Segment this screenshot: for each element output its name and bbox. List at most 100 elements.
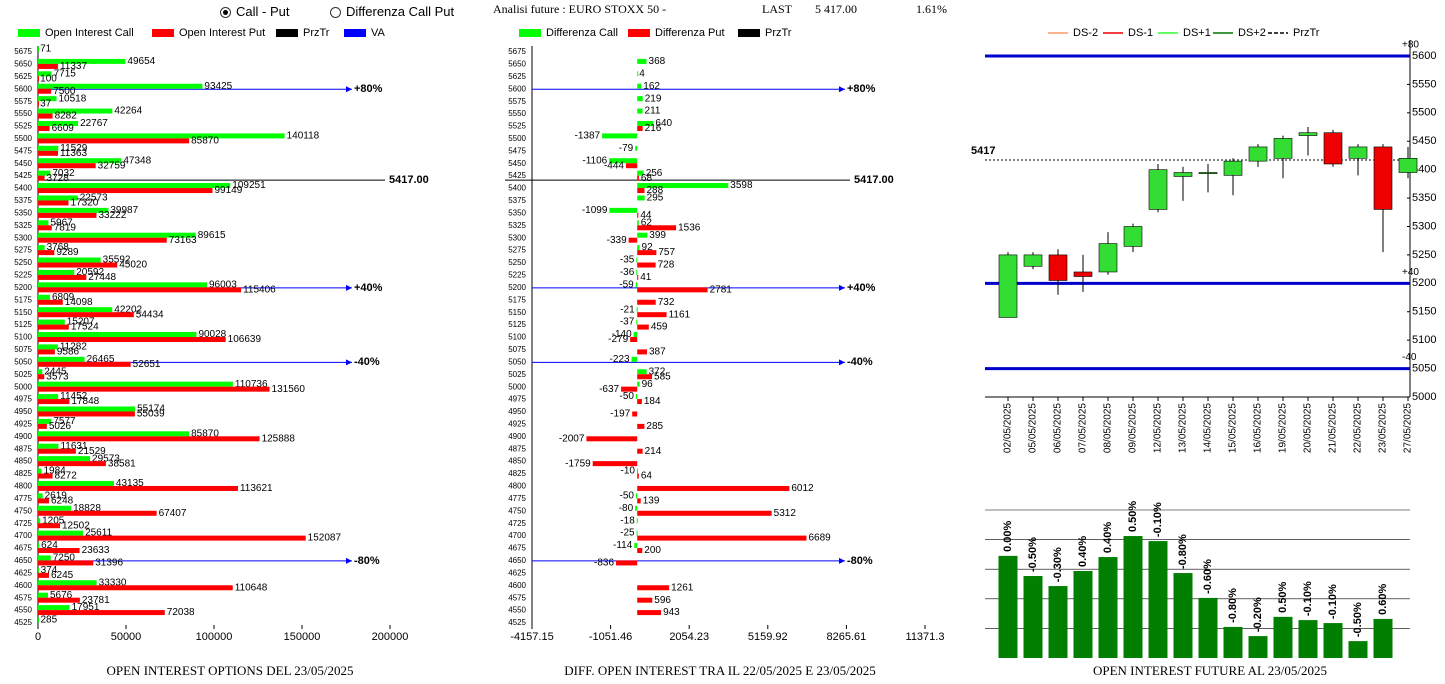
bar [38, 344, 58, 350]
bar [1323, 623, 1343, 658]
strike-label: 4850 [14, 457, 32, 466]
bar [637, 274, 639, 280]
strike-label: 4725 [508, 519, 526, 528]
bar [637, 175, 639, 181]
value-label: 1536 [678, 222, 701, 233]
radio-dot[interactable] [220, 7, 231, 18]
bar [592, 461, 638, 467]
bar [637, 83, 642, 89]
value-label: 3598 [730, 180, 753, 191]
strike-label: 5150 [14, 308, 32, 317]
value-label: 33222 [98, 210, 126, 221]
bar [1373, 618, 1393, 658]
strike-label: 5500 [14, 134, 32, 143]
candle-body [1098, 243, 1118, 273]
bar [38, 461, 106, 467]
strike-label: 4600 [14, 581, 32, 590]
bar [637, 381, 640, 387]
bar [38, 188, 213, 194]
legend-label: DS+2 [1238, 27, 1266, 39]
value-label: -836 [594, 558, 614, 569]
x-tick-label: 11371.3 [906, 631, 945, 643]
value-label: 90028 [198, 329, 226, 340]
y-tick-label: 5000 [1412, 391, 1436, 403]
value-label: 200 [644, 545, 661, 556]
bar [998, 555, 1018, 658]
strike-label: 5425 [508, 171, 526, 180]
bar [637, 369, 647, 375]
candle-body [1173, 172, 1193, 177]
radio-option[interactable]: Call - Put [220, 4, 289, 19]
bar [637, 245, 640, 251]
bar [637, 220, 639, 226]
price-label: 5417 [971, 145, 995, 157]
strike-label: 5025 [508, 370, 526, 379]
radio-label[interactable]: Differenza Call Put [346, 4, 455, 19]
legend-label: DS-2 [1073, 27, 1098, 39]
bar [38, 523, 61, 529]
chart-caption: OPEN INTEREST FUTURE AL 23/05/2025 [1093, 663, 1327, 678]
bar [637, 312, 667, 318]
bar [38, 418, 52, 424]
bar [1348, 641, 1368, 658]
value-label: 2781 [710, 284, 733, 295]
value-label: 33330 [99, 577, 127, 588]
strike-label: 5200 [14, 283, 32, 292]
y-tick-label: 5400 [1412, 164, 1436, 176]
bar [38, 431, 190, 437]
bar [38, 58, 126, 64]
y-tick-label: 5200 [1412, 277, 1436, 289]
strike-label: 5375 [508, 196, 526, 205]
change-label: -0.20% [1252, 597, 1264, 632]
value-label: 31396 [95, 558, 123, 569]
radio-dot[interactable] [330, 7, 341, 18]
value-label: 106639 [228, 334, 262, 345]
bar [38, 480, 114, 486]
candle-body [1198, 172, 1218, 174]
last-label: LAST [762, 2, 792, 16]
bar [637, 58, 647, 64]
bar [38, 399, 70, 405]
strike-label: 5325 [14, 221, 32, 230]
bar [38, 158, 122, 164]
value-label: 125888 [262, 433, 296, 444]
value-label: 35592 [103, 255, 131, 266]
value-label: 131560 [272, 384, 306, 395]
value-label: -223 [610, 354, 630, 365]
value-label: 6245 [51, 570, 74, 581]
value-label: 85870 [191, 428, 219, 439]
bar [633, 332, 638, 337]
value-label: 6689 [808, 533, 831, 544]
bar [637, 183, 729, 189]
strike-label: 5525 [14, 122, 32, 131]
value-label: 17524 [71, 322, 99, 333]
bar [632, 411, 638, 417]
bar [630, 337, 638, 342]
bar [637, 510, 772, 516]
strike-label: 5250 [508, 258, 526, 267]
bar [38, 448, 76, 454]
strike-label: 4625 [508, 568, 526, 577]
bar [636, 530, 638, 536]
strike-label: 4650 [508, 556, 526, 565]
legend-label: Differenza Call [546, 27, 618, 39]
bar [38, 232, 196, 238]
radio-option[interactable]: Differenza Call Put [330, 4, 454, 19]
bar [38, 175, 45, 181]
value-label: 100 [40, 73, 57, 84]
value-label: -279 [608, 334, 628, 345]
x-tick-label: 22/05/2025 [1353, 403, 1364, 453]
value-label: -37 [620, 317, 635, 328]
value-label: 41 [640, 272, 652, 283]
va-arrow [346, 557, 352, 564]
value-label: 285 [646, 421, 663, 432]
strike-label: 5575 [14, 97, 32, 106]
bar [636, 468, 638, 474]
change-label: -0.60% [1202, 559, 1214, 594]
value-label: 96003 [209, 279, 237, 290]
radio-label[interactable]: Call - Put [236, 4, 290, 19]
strike-label: 5375 [14, 196, 32, 205]
bar [637, 108, 643, 114]
value-label: 9586 [57, 347, 80, 358]
strike-label: 5300 [14, 233, 32, 242]
